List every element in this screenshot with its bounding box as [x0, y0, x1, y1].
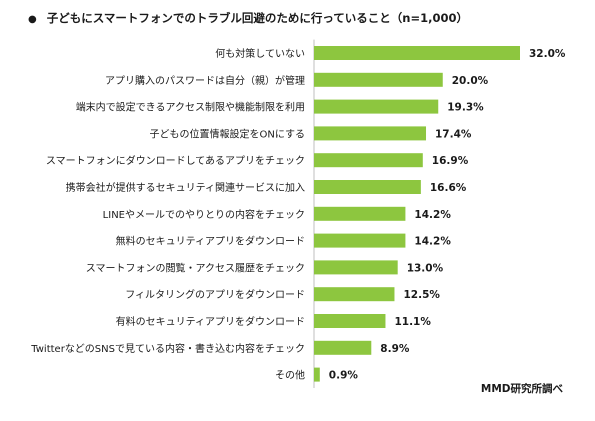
value-label: 0.9%: [329, 370, 359, 382]
bullet-icon: ●: [28, 14, 37, 25]
value-label: 11.1%: [394, 316, 431, 328]
category-label: 無料のセキュリティアプリをダウンロード: [116, 235, 305, 248]
bar: [314, 260, 398, 275]
chart-title: ● 子どもにスマートフォンでのトラブル回避のために行っていること（n=1,000）: [28, 10, 468, 26]
bar: [314, 340, 372, 355]
category-label: アプリ購入のパスワードは自分（親）が管理: [105, 74, 305, 87]
bar: [314, 206, 406, 221]
bar: [314, 314, 386, 328]
bar: [314, 287, 395, 302]
value-label: 12.5%: [403, 289, 440, 301]
bar: [314, 46, 520, 60]
value-label: 20.0%: [452, 75, 489, 87]
bar: [314, 72, 443, 87]
value-label: 14.2%: [414, 236, 451, 248]
value-label: 17.4%: [435, 128, 472, 140]
chart-title-text: 子どもにスマートフォンでのトラブル回避のために行っていること（n=1,000）: [46, 11, 469, 25]
bar: [314, 367, 320, 382]
bar: [314, 99, 439, 114]
category-label: TwitterなどのSNSで見ている内容・書き込む内容をチェック: [30, 342, 305, 355]
category-label: スマートフォンの閲覧・アクセス履歴をチェック: [86, 262, 305, 274]
category-label: 携帯会社が提供するセキュリティ関連サービスに加入: [66, 181, 305, 194]
value-label: 8.9%: [380, 343, 410, 355]
category-label: 端末内で設定できるアクセス制限や機能制限を利用: [76, 101, 305, 114]
value-label: 16.6%: [430, 182, 467, 194]
category-label: 何も対策していない: [215, 47, 305, 60]
bar: [314, 233, 406, 248]
bar: [314, 180, 421, 194]
category-label: その他: [275, 369, 305, 382]
value-label: 19.3%: [447, 102, 484, 114]
bar: [314, 153, 423, 168]
category-label: スマートフォンにダウンロードしてあるアプリをチェック: [46, 154, 305, 167]
category-label: LINEやメールでのやりとりの内容をチェック: [103, 208, 305, 221]
source-credit: MMD研究所調べ: [480, 383, 563, 395]
value-label: 14.2%: [414, 209, 451, 221]
category-label: 子どもの位置情報設定をONにする: [150, 127, 305, 140]
value-label: 16.9%: [432, 155, 469, 167]
value-label: 32.0%: [529, 48, 566, 60]
category-label: フィルタリングのアプリをダウンロード: [125, 288, 305, 301]
category-label: 有料のセキュリティアプリをダウンロード: [116, 315, 305, 328]
bar: [314, 126, 427, 141]
value-label: 13.0%: [407, 262, 444, 274]
